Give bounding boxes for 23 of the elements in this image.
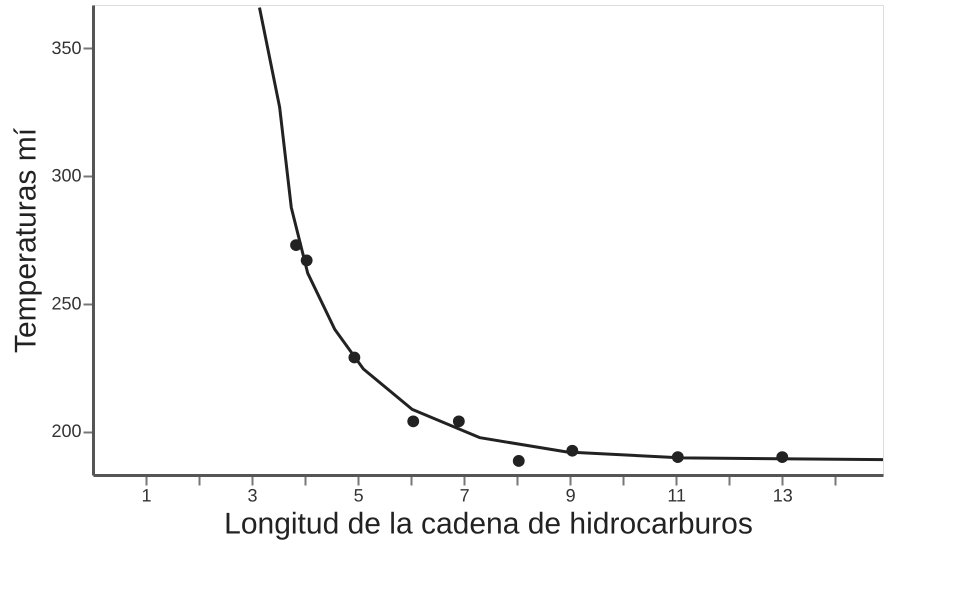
y-axis-title: Temperaturas mí (9, 127, 42, 354)
y-tick-label: 200 (51, 421, 82, 442)
x-tick-label: 9 (566, 486, 576, 506)
point (407, 415, 420, 428)
point (776, 451, 788, 464)
line-series (258, 6, 883, 462)
y-tick-label: 300 (51, 166, 82, 186)
point (348, 352, 360, 364)
point (452, 415, 465, 428)
x-tick-label: 1 (142, 486, 152, 506)
point (566, 444, 578, 457)
point (672, 451, 684, 464)
point (290, 239, 302, 252)
x-tick-label: 11 (667, 486, 686, 506)
x-tick-label: 7 (460, 486, 470, 506)
x-tick-label: 13 (772, 486, 793, 506)
y-tick-label: 250 (51, 293, 82, 314)
y-tick-label: 350 (51, 38, 82, 58)
point (512, 455, 525, 467)
x-tick-label: 3 (248, 486, 258, 506)
point (300, 254, 313, 266)
x-axis-title: Longitud de la cadena de hidrocarburos (224, 508, 753, 540)
x-tick-label: 5 (354, 486, 364, 506)
